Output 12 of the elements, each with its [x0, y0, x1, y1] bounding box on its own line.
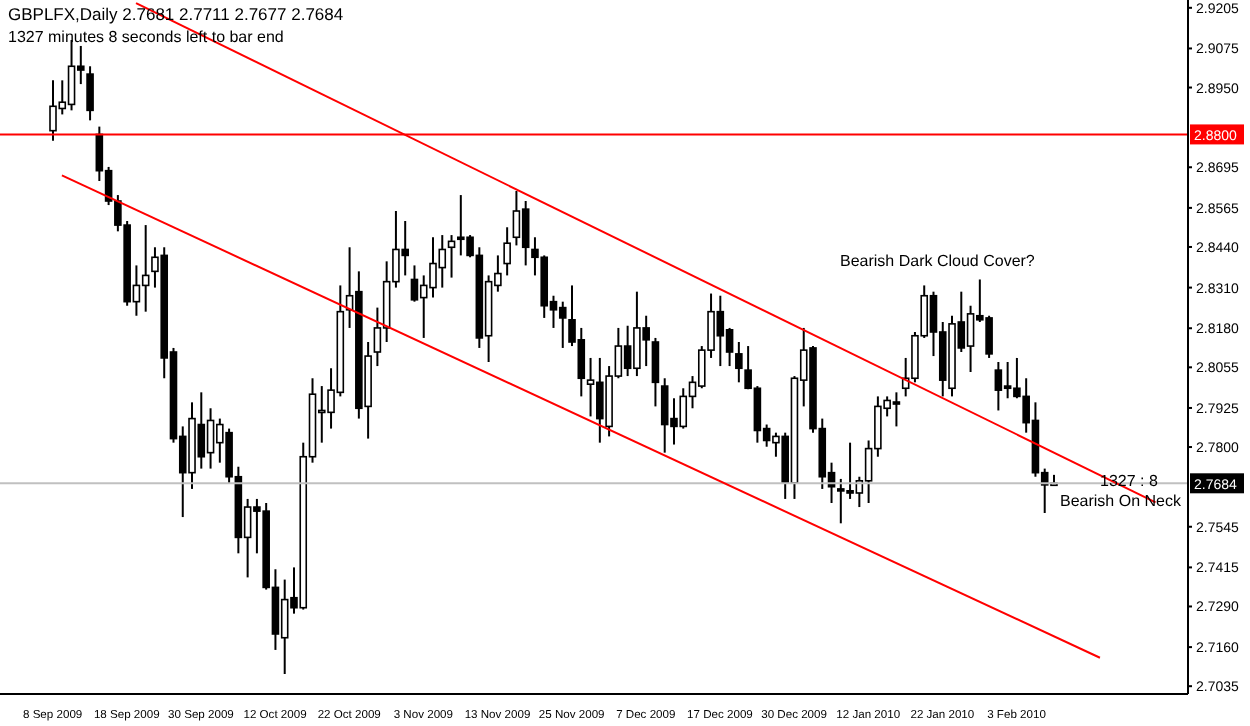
annotation: Bearish On Neck	[1060, 492, 1181, 510]
annotation: 1327 minutes 8 seconds left to bar end	[8, 28, 284, 46]
candlestick	[994, 361, 1003, 412]
candlestick	[521, 200, 530, 267]
candlestick	[503, 226, 511, 277]
candlestick	[735, 341, 743, 384]
candlestick	[558, 300, 567, 349]
candlestick	[512, 190, 521, 247]
candlestick	[141, 224, 150, 313]
candlestick	[86, 65, 94, 122]
candlestick	[651, 336, 660, 408]
annotation: Bearish Dark Cloud Cover?	[840, 252, 1035, 270]
